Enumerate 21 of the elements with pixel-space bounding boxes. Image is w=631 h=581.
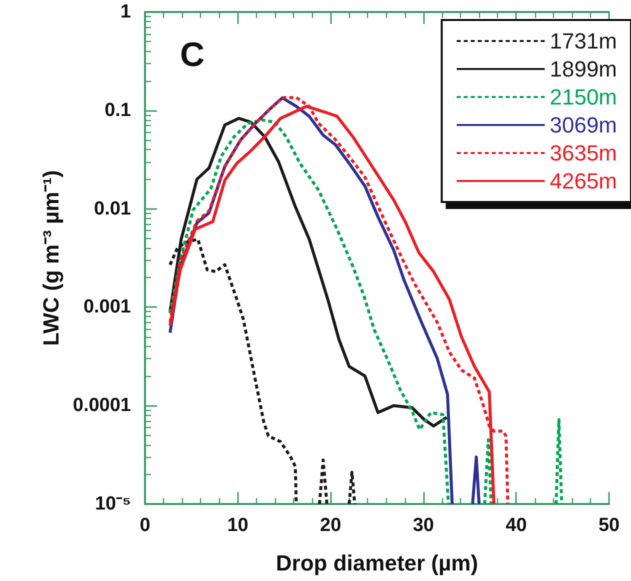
x-axis-title: Drop diameter (µm) xyxy=(276,550,478,576)
annotation: C xyxy=(180,36,205,74)
legend-label: 3069m xyxy=(550,112,618,138)
legend-label: 3635m xyxy=(550,140,618,166)
y-tick-label: 0.001 xyxy=(83,296,132,318)
legend-label: 4265m xyxy=(550,168,618,194)
y-tick-label: 10⁻⁵ xyxy=(94,494,131,514)
x-tick-label: 10 xyxy=(227,515,248,536)
y-tick-label: 0.1 xyxy=(104,100,132,121)
x-tick-label: 0 xyxy=(140,515,150,536)
x-tick-label: 20 xyxy=(320,515,342,536)
x-tick-label: 50 xyxy=(598,515,620,536)
y-tick-label: 0.01 xyxy=(94,198,132,220)
x-tick-label: 40 xyxy=(506,515,527,536)
y-tick-label: 1 xyxy=(120,2,132,22)
y-axis-title: LWC (g m⁻³ µm⁻¹) xyxy=(38,170,64,346)
legend-label: 1731m xyxy=(550,28,618,54)
y-tick-label: 0.0001 xyxy=(72,395,132,416)
legend-label: 2150m xyxy=(550,84,618,110)
legend-label: 1899m xyxy=(550,56,618,82)
x-tick-label: 30 xyxy=(412,515,434,536)
